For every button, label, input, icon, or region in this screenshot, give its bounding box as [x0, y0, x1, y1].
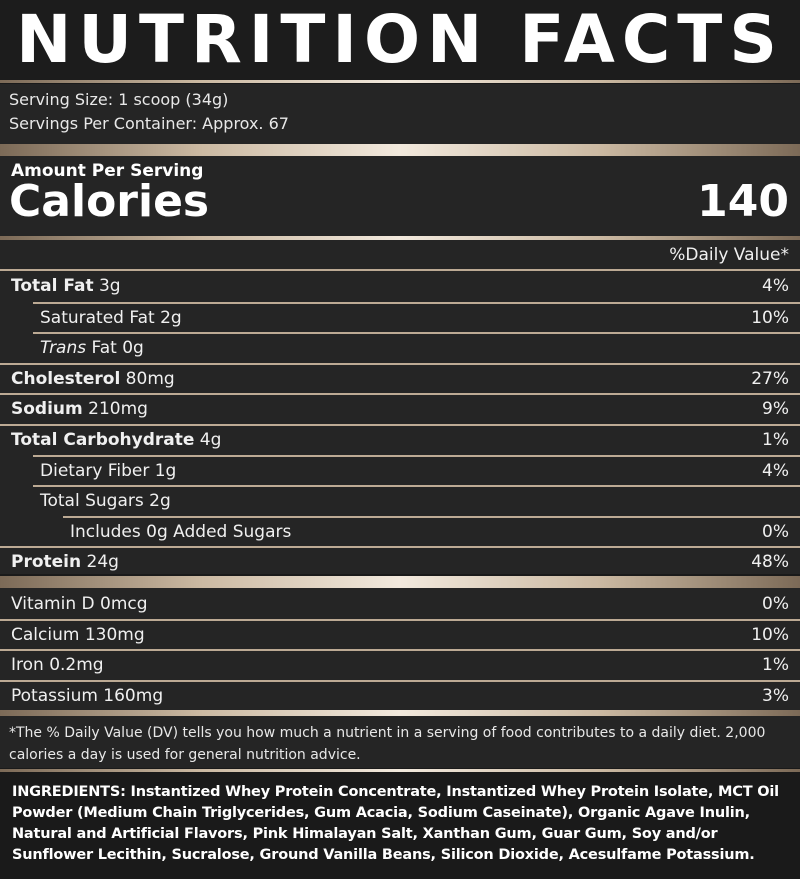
- nutrient-label: Calcium 130mg: [11, 625, 145, 645]
- nutrient-dv: 3%: [762, 686, 789, 706]
- nutrient-label: Iron 0.2mg: [11, 655, 104, 675]
- ingredients-list: INGREDIENTS: Instantized Whey Protein Co…: [12, 784, 779, 863]
- divider: [0, 424, 800, 426]
- nutrient-dv: 48%: [751, 552, 789, 572]
- serving-info: Serving Size: 1 scoop (34g) Servings Per…: [0, 84, 800, 144]
- divider: [0, 393, 800, 395]
- nutrient-label: Saturated Fat 2g: [40, 308, 182, 328]
- table-row: Potassium 160mg 3%: [0, 682, 800, 710]
- nutrition-facts-title: NUTRITION FACTS: [0, 0, 800, 80]
- amount-per-serving-label: Amount Per Serving: [11, 161, 204, 181]
- nutrient-dv: 9%: [762, 399, 789, 419]
- table-row: Vitamin D 0mcg 0%: [0, 590, 800, 618]
- table-row: Total Fat 3g 4%: [0, 272, 800, 300]
- table-row: Sodium 210mg 9%: [0, 395, 800, 423]
- nutrient-label: Sodium 210mg: [11, 399, 148, 419]
- nutrient-dv: 27%: [751, 369, 789, 389]
- nutrient-dv: 4%: [762, 461, 789, 481]
- daily-value-header-row: %Daily Value*: [0, 241, 800, 269]
- nutrient-label: Total Fat 3g: [11, 276, 121, 296]
- nutrient-label: Total Sugars 2g: [40, 491, 171, 511]
- daily-value-footnote: *The % Daily Value (DV) tells you how mu…: [9, 725, 766, 763]
- divider: [0, 576, 800, 588]
- divider: [0, 680, 800, 682]
- divider: [33, 455, 800, 457]
- table-row: Protein 24g 48%: [0, 548, 800, 576]
- nutrient-label: Includes 0g Added Sugars: [70, 522, 292, 542]
- servings-per-container: Servings Per Container: Approx. 67: [9, 114, 289, 133]
- nutrient-dv: 0%: [762, 522, 789, 542]
- table-row: Calcium 130mg 10%: [0, 621, 800, 649]
- nutrient-label: Potassium 160mg: [11, 686, 164, 706]
- table-row: Total Sugars 2g: [0, 487, 800, 515]
- divider: [0, 144, 800, 156]
- nutrient-label: Cholesterol 80mg: [11, 369, 175, 389]
- table-row: Dietary Fiber 1g 4%: [0, 457, 800, 485]
- calories-value: 140: [697, 176, 789, 227]
- nutrient-dv: 0%: [762, 594, 789, 614]
- nutrient-dv: 10%: [751, 308, 789, 328]
- table-row: Trans Fat 0g: [0, 334, 800, 362]
- nutrient-table: [0, 240, 800, 574]
- divider: [0, 769, 800, 772]
- divider: [33, 332, 800, 334]
- nutrient-label: Protein 24g: [11, 552, 119, 572]
- nutrient-dv: 1%: [762, 430, 789, 450]
- table-row: Iron 0.2mg 1%: [0, 651, 800, 679]
- table-row: Saturated Fat 2g 10%: [0, 304, 800, 332]
- daily-value-header: %Daily Value*: [669, 245, 789, 265]
- nutrient-label: Total Carbohydrate 4g: [11, 430, 222, 450]
- nutrient-dv: 1%: [762, 655, 789, 675]
- divider: [0, 619, 800, 621]
- nutrient-label: Dietary Fiber 1g: [40, 461, 177, 481]
- table-row: Total Carbohydrate 4g 1%: [0, 426, 800, 454]
- divider: [0, 80, 800, 83]
- nutrient-label: Vitamin D 0mcg: [11, 594, 148, 614]
- divider: [0, 363, 800, 365]
- divider: [33, 485, 800, 487]
- calories-label: Calories: [9, 176, 210, 227]
- nutrient-label: Trans Fat 0g: [40, 338, 144, 358]
- nutrient-dv: 4%: [762, 276, 789, 296]
- footnote-panel: [0, 716, 800, 768]
- divider: [63, 516, 800, 518]
- calories-panel: Amount Per Serving Calories 140: [0, 156, 800, 236]
- nutrient-dv: 10%: [751, 625, 789, 645]
- divider: [33, 302, 800, 304]
- divider: [0, 546, 800, 548]
- divider: [0, 269, 800, 271]
- serving-size: Serving Size: 1 scoop (34g): [9, 90, 229, 109]
- table-row: Cholesterol 80mg 27%: [0, 365, 800, 393]
- divider: [0, 649, 800, 651]
- table-row: Includes 0g Added Sugars 0%: [0, 518, 800, 546]
